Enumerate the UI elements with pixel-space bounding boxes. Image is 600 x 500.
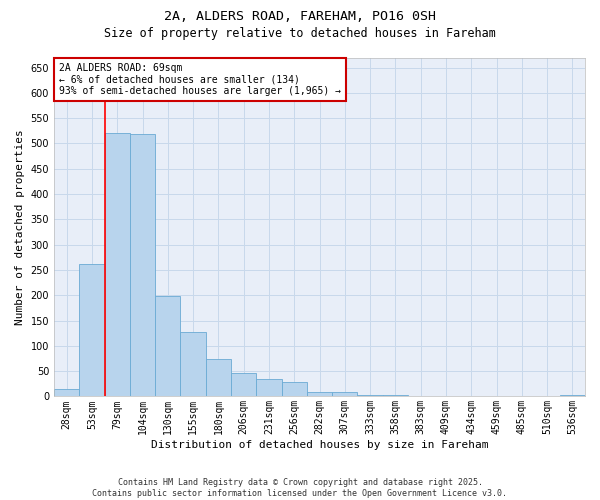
Text: 2A, ALDERS ROAD, FAREHAM, PO16 0SH: 2A, ALDERS ROAD, FAREHAM, PO16 0SH: [164, 10, 436, 23]
Y-axis label: Number of detached properties: Number of detached properties: [15, 129, 25, 325]
Bar: [231, 372, 256, 396]
Text: 2A ALDERS ROAD: 69sqm
← 6% of detached houses are smaller (134)
93% of semi-deta: 2A ALDERS ROAD: 69sqm ← 6% of detached h…: [59, 62, 341, 96]
Text: Contains HM Land Registry data © Crown copyright and database right 2025.
Contai: Contains HM Land Registry data © Crown c…: [92, 478, 508, 498]
Bar: [130, 134, 155, 396]
Text: Size of property relative to detached houses in Fareham: Size of property relative to detached ho…: [104, 28, 496, 40]
Bar: [307, 392, 332, 396]
Bar: [104, 133, 130, 396]
Bar: [155, 296, 181, 396]
Bar: [281, 382, 307, 396]
Bar: [79, 264, 104, 396]
Bar: [332, 392, 358, 396]
Bar: [256, 379, 281, 396]
Bar: [206, 360, 231, 397]
Bar: [358, 395, 383, 396]
Bar: [181, 332, 206, 396]
X-axis label: Distribution of detached houses by size in Fareham: Distribution of detached houses by size …: [151, 440, 488, 450]
Bar: [54, 389, 79, 396]
